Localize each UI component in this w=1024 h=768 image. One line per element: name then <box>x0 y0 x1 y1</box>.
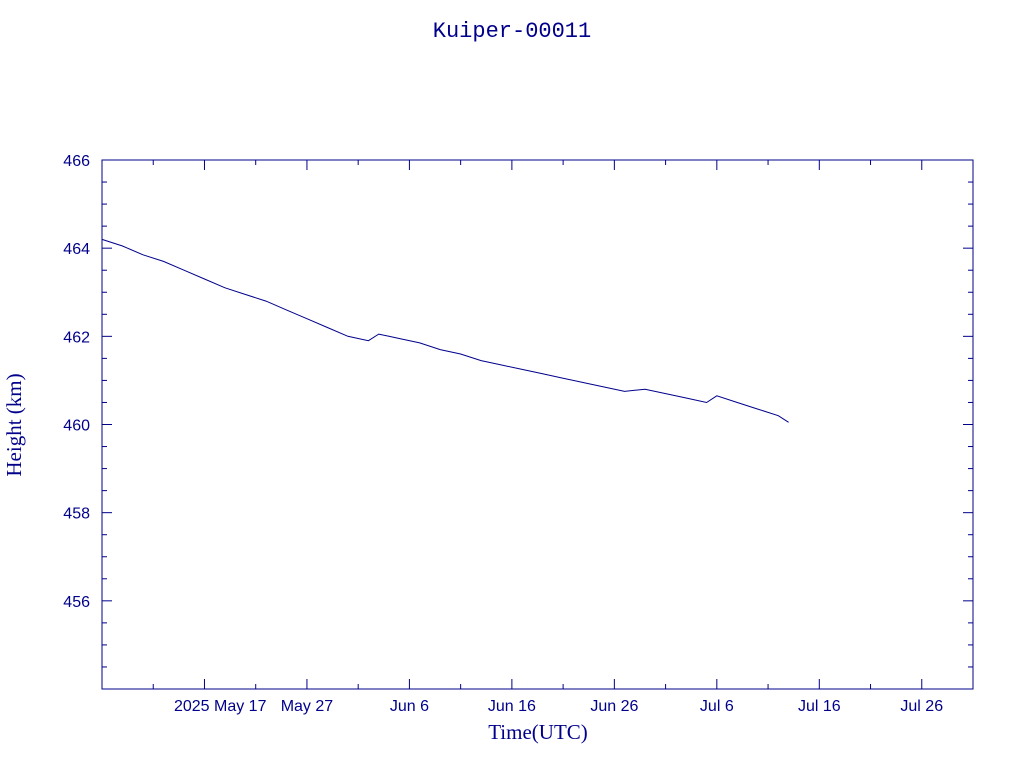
x-tick-label: Jul 16 <box>798 698 841 715</box>
x-tick-label: May 27 <box>281 698 334 715</box>
x-tick-label: 2025 May 17 <box>174 698 267 715</box>
y-tick-label: 458 <box>63 506 90 523</box>
y-tick-label: 462 <box>63 329 90 346</box>
x-tick-label: Jun 6 <box>390 698 429 715</box>
y-axis-title: Height (km) <box>2 373 26 476</box>
y-tick-label: 460 <box>63 418 90 435</box>
y-axis-ticks <box>102 159 973 690</box>
x-tick-label: Jun 16 <box>488 698 536 715</box>
y-tick-label: 466 <box>63 153 90 170</box>
y-tick-label: 464 <box>63 241 90 258</box>
x-tick-label: Jul 6 <box>700 698 734 715</box>
y-axis-tick-labels: 456 458 460 462 464 466 <box>63 153 90 611</box>
chart-title: Kuiper-00011 <box>433 19 591 44</box>
x-tick-label: Jul 26 <box>900 698 943 715</box>
x-axis-tick-labels: 2025 May 17 May 27 Jun 6 Jun 16 Jun 26 Jul 6 J… <box>174 698 943 715</box>
x-axis-title: Time(UTC) <box>488 720 588 744</box>
height-series-line <box>101 238 789 423</box>
plot-area <box>101 159 974 690</box>
x-axis-ticks <box>101 160 974 689</box>
y-tick-label: 456 <box>63 594 90 611</box>
x-tick-label: Jun 26 <box>590 698 638 715</box>
